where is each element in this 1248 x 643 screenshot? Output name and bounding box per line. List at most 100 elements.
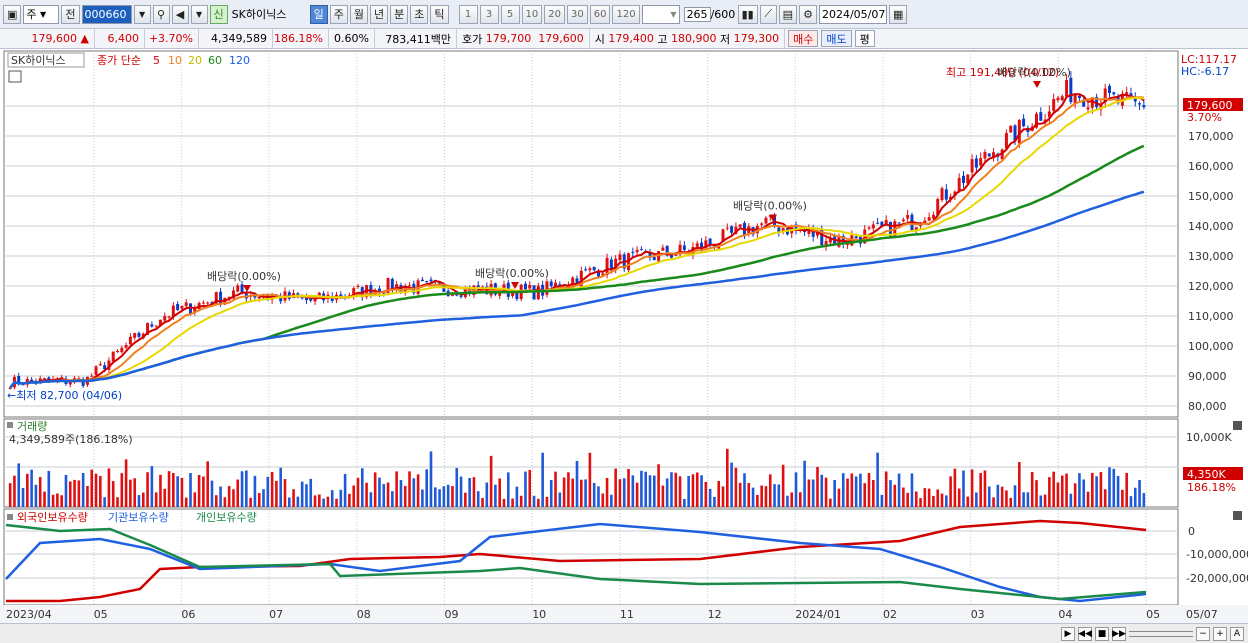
volume-bar [893,484,897,507]
volume-bar [635,482,639,507]
ma-legend-120[interactable]: 120 [229,54,250,67]
zoom-minus-icon[interactable]: − [1196,626,1210,641]
volume-bar [129,479,132,507]
x-tick-label: 06 [181,608,195,621]
ma-legend-5[interactable]: 5 [153,54,160,67]
tab-minute[interactable]: 분 [390,4,409,24]
gear-icon: ⚙ [803,7,813,21]
candle-body [678,244,682,255]
interval-3[interactable]: 3 [479,4,499,24]
volume-bar [459,476,463,507]
legend-institution[interactable]: 기관보유수량 [108,511,169,524]
candle-body [390,278,394,291]
speaker-button[interactable]: ◀ [171,4,189,24]
table-toggle-icon[interactable] [8,70,22,83]
interval-10[interactable]: 10 [521,4,543,24]
volume-bar [433,487,437,507]
volume-bar [283,479,287,507]
volume-bar [841,473,845,507]
ma-legend-20[interactable]: 20 [188,54,202,67]
tab-tick[interactable]: 틱 [430,4,449,24]
search-button[interactable]: ⚲ [152,4,170,24]
candle-body [846,244,850,246]
volume-bar [970,469,974,507]
avg-button[interactable]: 평 [854,30,875,47]
candle-type-button[interactable]: ▮▮ [737,4,758,24]
scroll-last-icon[interactable]: ▶▶ [1112,626,1126,641]
volume-bar [949,476,952,507]
volume-bar [567,472,570,507]
volume-bar [1026,492,1030,507]
volume-bar [26,473,29,507]
x-tick-label: 05 [1146,608,1160,621]
volume-bar [996,484,1000,507]
draw-tool-button[interactable]: ⟋ [759,4,777,24]
interval-120[interactable]: 120 [612,4,640,24]
sell-button[interactable]: 매도 [821,30,852,47]
volume-bar [678,476,682,507]
x-tick-label: 10 [532,608,546,621]
x-tick-label: 12 [708,608,722,621]
zoom-plus-icon[interactable]: + [1213,626,1227,641]
period-label: 주 [26,8,37,21]
calendar-button[interactable]: ▦ [888,4,908,24]
volume-bar [837,488,841,507]
window-icon[interactable]: ▣ [3,4,22,24]
code-dropdown-button[interactable]: ▼ [133,4,151,24]
volume-bar [150,466,154,507]
volume-bar [245,470,248,507]
tab-second[interactable]: 초 [410,4,429,24]
interval-20[interactable]: 20 [544,4,565,24]
candle-body [120,347,124,353]
candle-body [794,224,798,230]
volume-bar [627,469,630,507]
font-icon[interactable]: A [1230,626,1244,641]
save-button[interactable]: ▤ [778,4,798,24]
scroll-left-icon[interactable]: ▶ [1061,626,1075,641]
tab-day[interactable]: 일 [309,4,328,24]
price-y-tick: 170,000 [1188,130,1234,143]
stop-icon[interactable]: ■ [1095,626,1109,641]
tab-week[interactable]: 주 [329,4,348,24]
tab-month[interactable]: 월 [349,4,369,24]
volume-bar [648,475,652,507]
volume-bar [223,497,227,507]
candle-body [133,333,137,338]
interval-1[interactable]: 1 [458,4,478,24]
volume-bar [232,489,235,507]
volume-bar [554,471,557,507]
holding-close-icon[interactable] [1233,511,1242,520]
legend-foreign[interactable]: 외국인보유수량 [17,511,88,524]
ma-legend-60[interactable]: 60 [208,54,222,67]
stock-chart[interactable]: SK하이닉스 종가 단순 5 10 20 60 120 LC:117.17 HC… [0,49,1248,623]
more-button[interactable]: ▼ [190,4,208,24]
stock-code-input[interactable]: 000660 [81,4,132,24]
quote-price: 179,600 ▲ [3,28,95,49]
candle-body [219,291,223,305]
volume-close-icon[interactable] [1233,421,1242,430]
interval-custom-input[interactable]: ▼ [641,4,680,24]
volume-bar [515,486,519,507]
volume-bar [528,469,532,507]
holding-tick-10m: -10,000,000 [1186,548,1248,561]
candle-body [665,245,669,256]
buy-button[interactable]: 매수 [788,30,819,47]
scroll-first-icon[interactable]: ◀◀ [1078,626,1092,641]
tab-year[interactable]: 년 [370,4,389,24]
volume-bar [176,476,179,507]
volume-bar [863,483,867,507]
interval-5[interactable]: 5 [500,4,520,24]
volume-bar [665,478,669,507]
ma-legend-10[interactable]: 10 [168,54,182,67]
period-select[interactable]: 주 ▼ [23,4,60,24]
zoom-slider[interactable] [1129,630,1193,637]
interval-30[interactable]: 30 [567,4,588,24]
volume-bar [313,495,317,507]
settings-button[interactable]: ⚙ [799,4,817,24]
interval-60[interactable]: 60 [589,4,611,24]
prev-button[interactable]: 전 [61,4,80,24]
open-label: 시 [594,32,605,46]
date-input[interactable]: 2024/05/07 [818,4,887,24]
legend-individual[interactable]: 개인보유수량 [196,511,257,524]
count-value[interactable]: 265 [683,6,711,22]
